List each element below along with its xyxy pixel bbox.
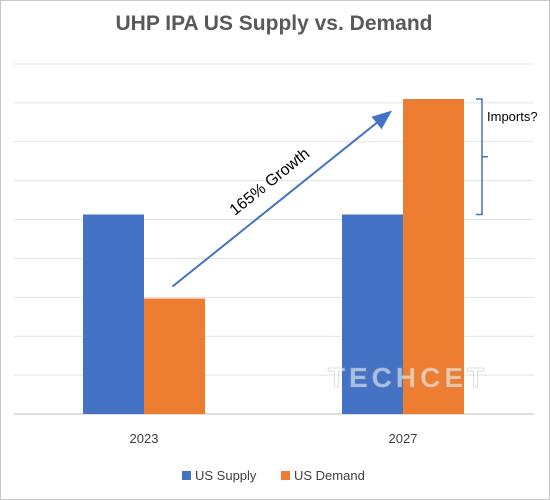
x-tick-label: 2027 [389, 431, 418, 446]
legend-label: US Supply [195, 468, 257, 483]
x-axis-ticks: 2023 2027 [130, 431, 418, 446]
bars [83, 99, 464, 414]
watermark-group: TECHCET [327, 362, 488, 394]
legend-label: US Demand [294, 468, 365, 483]
imports-label: Imports? [487, 109, 538, 124]
growth-arrow [171, 110, 393, 288]
legend-swatch [182, 471, 191, 480]
bar-us-demand-2023 [144, 298, 205, 414]
chart-title: UHP IPA US Supply vs. Demand [115, 12, 433, 35]
bar-us-supply-2027 [342, 214, 403, 414]
bar-us-demand-2027 [403, 99, 464, 414]
watermark-logo: TECHCET [328, 362, 488, 393]
imports-bracket [476, 98, 488, 216]
legend-swatch [281, 471, 290, 480]
bar-us-supply-2023 [83, 214, 144, 414]
legend: US Supply US Demand [182, 468, 365, 483]
x-tick-label: 2023 [130, 431, 159, 446]
